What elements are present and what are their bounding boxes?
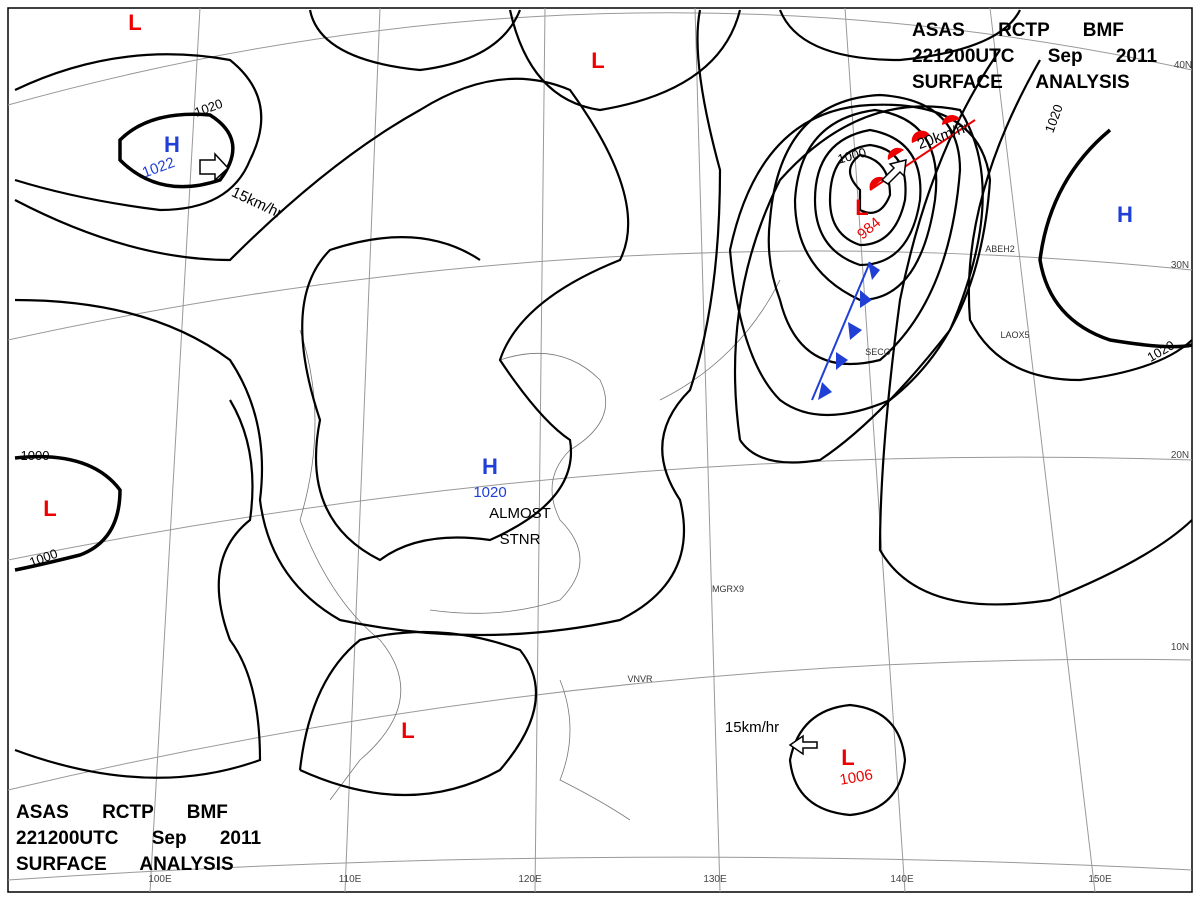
pressure-center: L [128,10,141,35]
longitude-label: 100E [148,874,172,885]
longitude-label: 150E [1088,874,1112,885]
graticule [7,7,1193,893]
map-title: ASAS RCTP BMF [912,20,1124,41]
latitude-label: 40N [1174,60,1192,71]
pressure-center: H [164,132,180,157]
map-title: ASAS RCTP BMF [16,802,228,823]
cold-front [811,261,871,401]
isobar-label: 1000 [836,145,868,167]
pressure-center: H [1117,202,1133,227]
station-id: VNVR [627,674,653,684]
station-id: MGRX9 [712,584,744,594]
front-symbol [887,147,904,160]
map-title: 221200UTC Sep 2011 [16,828,262,849]
map-frame [7,7,1193,893]
front-symbol [848,322,862,340]
pressure-value: 1006 [838,766,874,789]
longitude-label: 130E [703,874,727,885]
station-id: SECO [865,347,891,357]
longitude-label: 110E [339,874,362,885]
pressure-center: L [855,195,868,220]
longitude-label: 140E [890,874,914,885]
motion-arrows [199,152,907,756]
front-symbol [868,262,880,280]
front-symbol [818,382,832,400]
station-id: LAOX5 [1000,330,1029,340]
pressure-center: H [482,454,498,479]
pressure-center: L [401,718,414,743]
front-symbol [942,115,960,125]
longitude-label: 120E [518,874,542,885]
pressure-center: L [591,48,604,73]
latitude-label: 10N [1171,642,1189,653]
map-title: SURFACE ANALYSIS [16,854,234,875]
front-symbol [911,130,930,143]
front-symbol [869,176,884,190]
annotation: ALMOST [489,505,551,522]
latitude-label: 30N [1171,260,1189,271]
pressure-center: L [43,496,56,521]
map-title: SURFACE ANALYSIS [912,72,1130,93]
latitude-label: 20N [1171,450,1189,461]
motion-label: 15km/hr [725,719,779,736]
labels: ASAS RCTP BMF 221200UTC Sep 2011 SURFACE A… [16,10,1192,885]
pressure-value: 1020 [473,484,506,501]
pressure-center: L [841,745,854,770]
isobars [14,9,1193,817]
front-symbol [836,352,848,370]
annotation: STNR [500,531,541,548]
coastlines [299,279,781,821]
isobar-label: 1000 [21,448,50,463]
station-id: ABEH2 [985,244,1015,254]
front-symbol [860,290,872,308]
map-title: 221200UTC Sep 2011 [912,46,1158,67]
